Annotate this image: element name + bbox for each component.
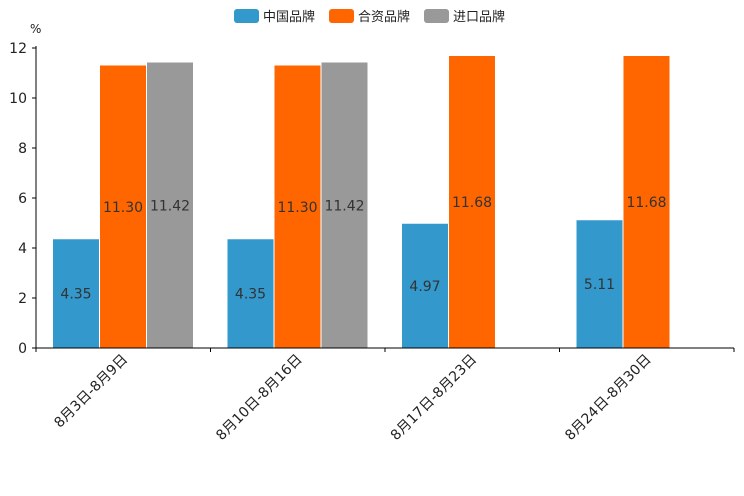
x-tick-label: 8月24日-8月30日 [562,352,654,444]
bar-value-label: 11.30 [103,200,143,216]
y-axis: 0 2 4 6 8 10 12 [9,41,37,357]
bar [623,56,670,348]
bar [576,220,623,348]
bar [274,65,321,348]
x-tick-label: 8月3日-8月9日 [51,352,131,432]
bar-value-label: 11.68 [626,195,666,211]
legend-swatch [234,9,259,23]
x-axis: 8月3日-8月9日 8月10日-8月16日 8月17日-8月23日 8月24日-8月3… [35,347,735,444]
legend-label: 进口品牌 [453,9,505,25]
bar-value-label: 11.68 [452,195,492,211]
legend-swatch [329,9,354,23]
legend-swatch [424,9,449,23]
bar [227,239,274,348]
bar-value-label: 4.35 [60,287,91,303]
y-tick-label: 8 [18,141,27,157]
y-tick-label: 12 [9,41,27,57]
bars: 4.35 11.30 11.42 4.35 11.30 11.42 4.97 11.68 5.1… [53,56,670,348]
y-tick-label: 2 [18,291,27,307]
bar [402,223,448,348]
bar [100,65,146,348]
y-tick-label: 6 [18,191,27,207]
y-tick-label: 0 [18,341,27,357]
bar-value-label: 4.35 [235,287,266,303]
x-tick-label: 8月17日-8月23日 [388,352,480,444]
bar [147,62,193,348]
bar [449,56,495,348]
x-tick-label: 8月10日-8月16日 [213,352,305,444]
bar-value-label: 11.30 [277,200,317,216]
bar-value-label: 11.42 [150,198,190,214]
bar-value-label: 5.11 [584,277,615,293]
bar-value-label: 4.97 [409,279,440,295]
y-tick-label: 10 [9,91,27,107]
bar-value-label: 11.42 [324,198,364,214]
legend: 中国品牌 合资品牌 进口品牌 [234,9,505,25]
y-tick-label: 4 [18,241,27,257]
bar [53,239,99,348]
legend-label: 中国品牌 [263,9,315,25]
legend-label: 合资品牌 [358,9,410,25]
y-axis-unit: % [30,22,41,36]
bar [321,62,368,348]
